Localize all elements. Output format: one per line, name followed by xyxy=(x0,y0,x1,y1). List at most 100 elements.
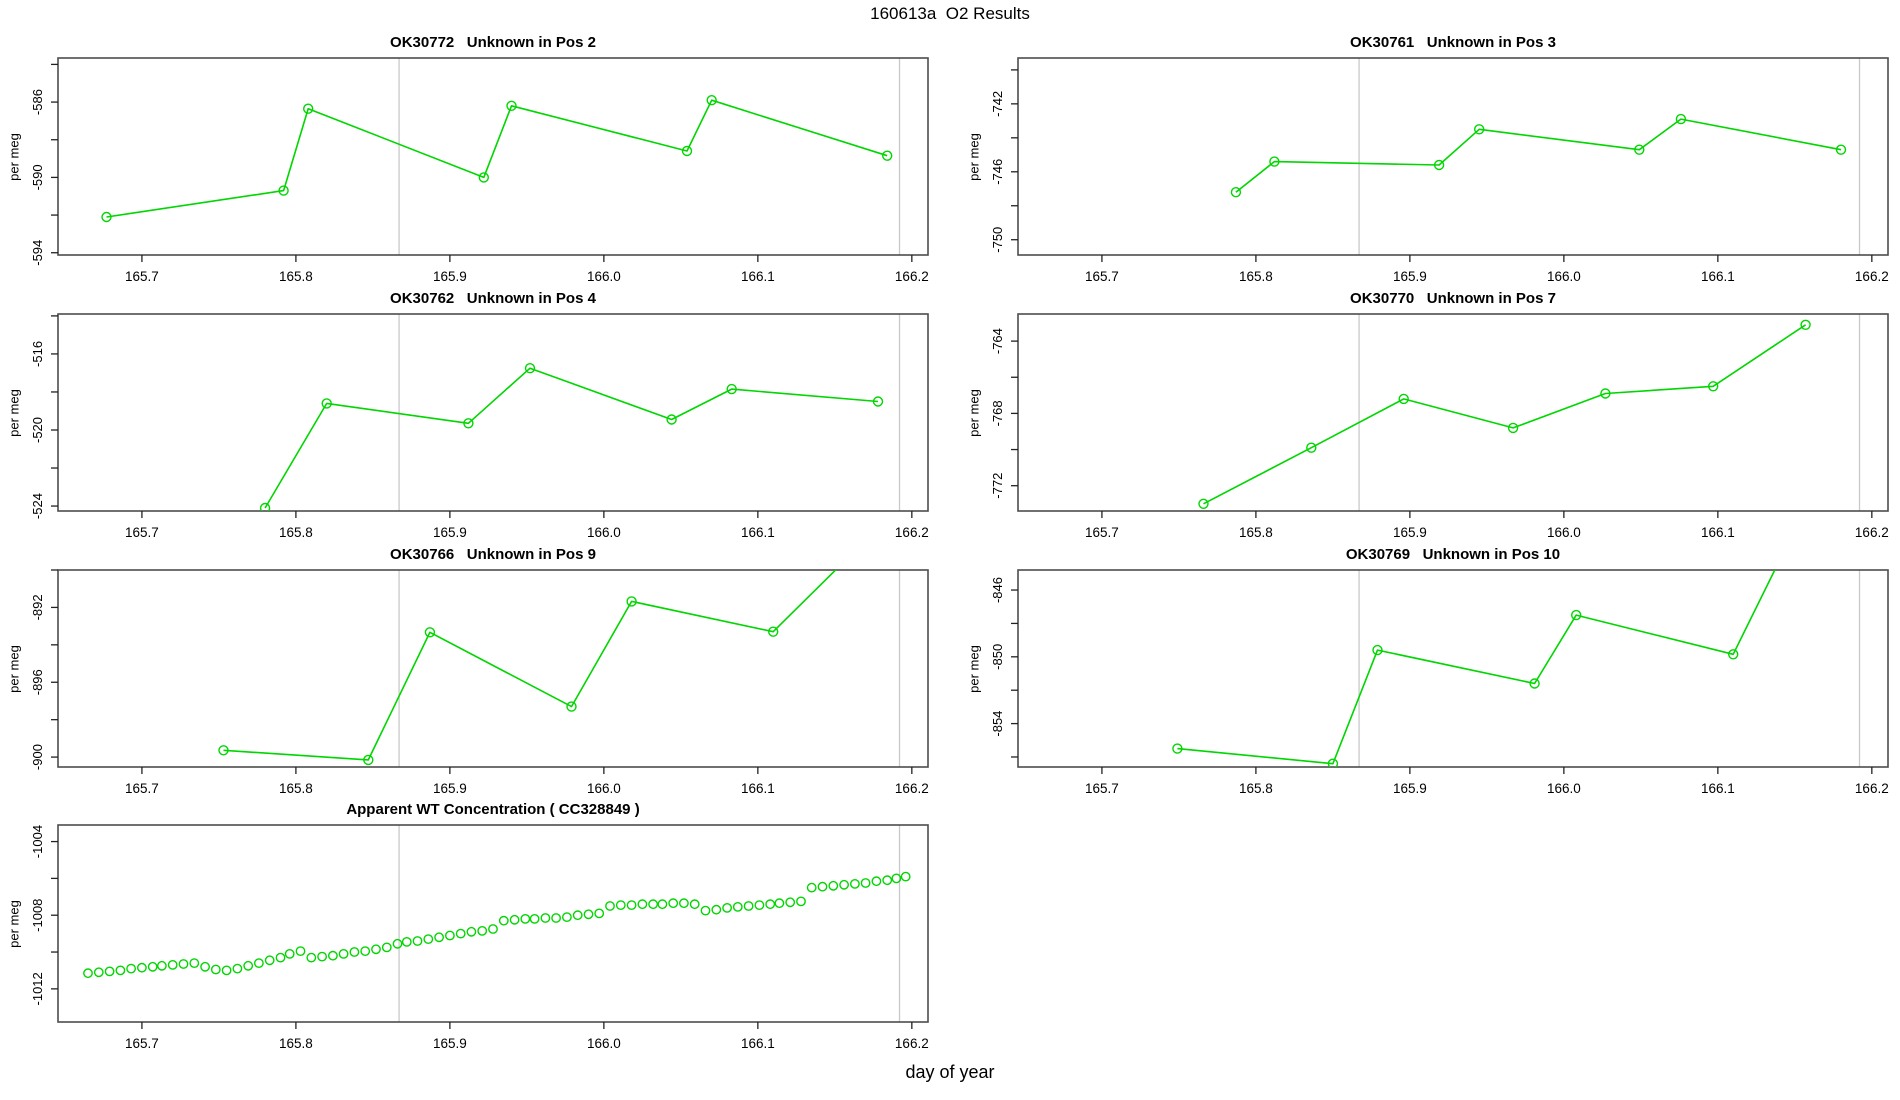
x-tick-label: 165.7 xyxy=(125,1036,159,1051)
x-tick-label: 166.1 xyxy=(741,781,775,796)
data-point xyxy=(681,145,693,157)
data-point xyxy=(156,960,167,971)
y-axis-label-OK30761: per meg xyxy=(966,132,982,181)
y-tick-label: -520 xyxy=(30,417,45,443)
x-tick-label: 166.0 xyxy=(587,781,621,796)
y-tick-label: -892 xyxy=(30,594,45,620)
figure-title: 160613a O2 Results xyxy=(870,4,1030,23)
y-tick-label: -516 xyxy=(30,341,45,367)
data-point xyxy=(295,946,306,956)
y-axis-label-OK30766: per meg xyxy=(6,644,22,693)
data-point xyxy=(1198,498,1209,509)
data-point xyxy=(850,879,860,889)
data-point xyxy=(392,938,403,949)
x-axis-label: day of year xyxy=(905,1062,995,1082)
data-point xyxy=(540,913,551,923)
panel-OK30766: 165.7 165.8 165.9 166.0 166.1 166.2 -900 -896 -8… xyxy=(30,521,929,796)
panel-OK30769: 165.7 165.8 165.9 166.0 166.1 166.2 -854 -850 -8… xyxy=(990,569,1889,796)
data-point xyxy=(1570,609,1582,621)
x-tick-label: 165.8 xyxy=(279,781,313,796)
data-point xyxy=(891,873,902,884)
x-tick-label: 165.8 xyxy=(1239,781,1273,796)
x-tick-label: 165.7 xyxy=(125,781,159,796)
data-point xyxy=(115,965,126,976)
data-point xyxy=(147,961,158,972)
x-tick-label: 165.8 xyxy=(279,525,313,540)
data-point xyxy=(1172,743,1183,754)
x-tick-label: 165.9 xyxy=(1393,781,1427,796)
data-point xyxy=(583,909,594,920)
data-point xyxy=(726,383,737,395)
x-tick-label: 165.8 xyxy=(279,1036,313,1051)
data-point xyxy=(488,924,498,934)
data-point xyxy=(711,904,722,915)
data-point xyxy=(278,185,289,196)
data-series xyxy=(1198,319,1811,509)
data-series xyxy=(101,94,893,223)
data-point xyxy=(275,952,286,963)
data-point xyxy=(444,930,455,941)
data-point xyxy=(706,94,717,106)
data-point xyxy=(371,944,381,955)
data-point xyxy=(785,897,796,908)
panel-OK30761: 165.7 165.8 165.9 166.0 166.1 166.2 -750 -746 -7… xyxy=(990,57,1889,284)
data-point xyxy=(200,961,211,972)
data-point xyxy=(872,396,884,407)
y-tick-label: -846 xyxy=(990,577,1005,603)
y-tick-label: -594 xyxy=(30,240,45,266)
data-point xyxy=(806,882,817,893)
x-tick-label: 166.2 xyxy=(1855,269,1889,284)
data-point xyxy=(626,596,637,607)
panel-title-OK30761: OK30761 Unknown in Pos 3 xyxy=(1350,34,1556,51)
y-tick-label: -524 xyxy=(30,493,45,519)
data-point xyxy=(1600,388,1611,399)
data-point xyxy=(401,937,412,947)
plot-box xyxy=(57,57,929,256)
data-point xyxy=(1433,159,1445,171)
x-tick-label: 166.2 xyxy=(895,269,929,284)
x-tick-label: 165.7 xyxy=(1085,781,1119,796)
x-tick-label: 165.9 xyxy=(433,525,467,540)
data-point xyxy=(796,896,806,907)
data-point xyxy=(700,905,711,916)
data-point xyxy=(1800,319,1811,330)
data-point xyxy=(882,875,893,886)
y-tick-label: -750 xyxy=(990,227,1005,253)
data-point xyxy=(189,958,200,968)
data-point xyxy=(210,964,221,975)
x-tick-label: 166.2 xyxy=(895,525,929,540)
panel-title-OK30769: OK30769 Unknown in Pos 10 xyxy=(1345,546,1561,563)
data-point xyxy=(1306,442,1317,453)
data-point xyxy=(828,880,839,891)
data-point xyxy=(83,968,93,979)
x-tick-label: 166.0 xyxy=(1547,525,1581,540)
data-point xyxy=(259,502,271,511)
y-tick-label: -768 xyxy=(990,400,1005,426)
y-tick-label: -586 xyxy=(30,89,45,115)
y-tick-label: -854 xyxy=(990,711,1005,737)
x-tick-label: 165.7 xyxy=(1085,525,1119,540)
x-tick-label: 165.8 xyxy=(279,269,313,284)
x-tick-label: 166.2 xyxy=(1855,781,1889,796)
data-point xyxy=(1675,113,1687,125)
plot-box xyxy=(57,569,929,768)
data-point xyxy=(306,952,317,963)
data-point xyxy=(303,103,314,114)
data-point xyxy=(232,963,243,974)
y-axis-label-OK30770: per meg xyxy=(966,388,982,437)
series-line xyxy=(223,570,837,761)
data-point xyxy=(551,913,561,923)
data-point xyxy=(871,876,882,887)
data-point xyxy=(506,100,517,112)
x-tick-label: 165.8 xyxy=(1239,269,1273,284)
data-point xyxy=(900,871,911,882)
data-point xyxy=(774,898,785,909)
data-point xyxy=(877,521,886,530)
data-point xyxy=(1230,186,1242,198)
data-point xyxy=(657,899,668,910)
data-point xyxy=(126,963,137,974)
plot-box xyxy=(1017,57,1889,256)
data-point xyxy=(668,898,679,909)
y-tick-label: -772 xyxy=(990,473,1005,499)
